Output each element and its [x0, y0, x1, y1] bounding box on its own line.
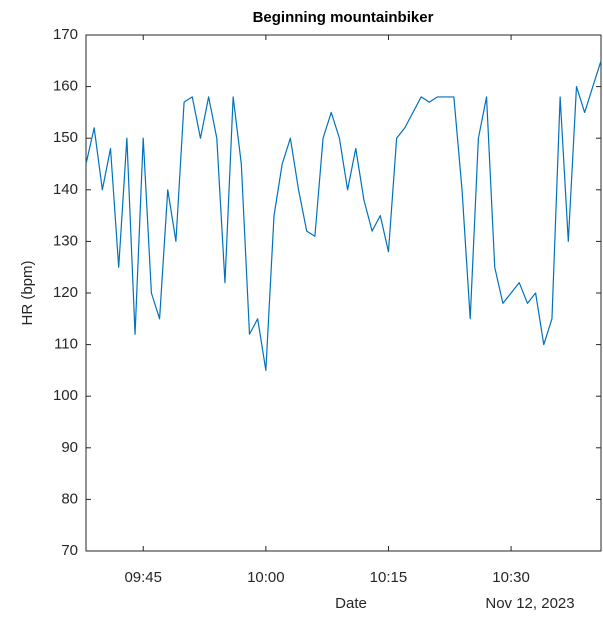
y-tick-label: 70 — [61, 542, 78, 559]
y-tick-label: 130 — [53, 232, 78, 249]
y-tick-label: 150 — [53, 129, 78, 146]
hr-line — [85, 60, 602, 371]
y-axis-label: HR (bpm) — [19, 260, 36, 325]
x-tick-label: 10:30 — [492, 569, 530, 586]
x-axis-label: Date — [335, 595, 367, 612]
x-tick-label: 09:45 — [124, 569, 162, 586]
chart-title: Beginning mountainbiker — [253, 9, 434, 26]
x-tick-label: 10:15 — [370, 569, 408, 586]
y-tick-label: 90 — [61, 439, 78, 456]
y-tick-label: 140 — [53, 181, 78, 198]
x-tick-label: 10:00 — [247, 569, 285, 586]
y-tick-label: 80 — [61, 490, 78, 507]
y-tick-label: 170 — [53, 26, 78, 43]
y-tick-label: 160 — [53, 78, 78, 95]
y-tick-label: 100 — [53, 387, 78, 404]
y-tick-label: 110 — [54, 336, 78, 353]
y-tick-label: 120 — [53, 284, 78, 301]
x-date-label: Nov 12, 2023 — [485, 595, 574, 612]
plot-area — [85, 34, 602, 552]
